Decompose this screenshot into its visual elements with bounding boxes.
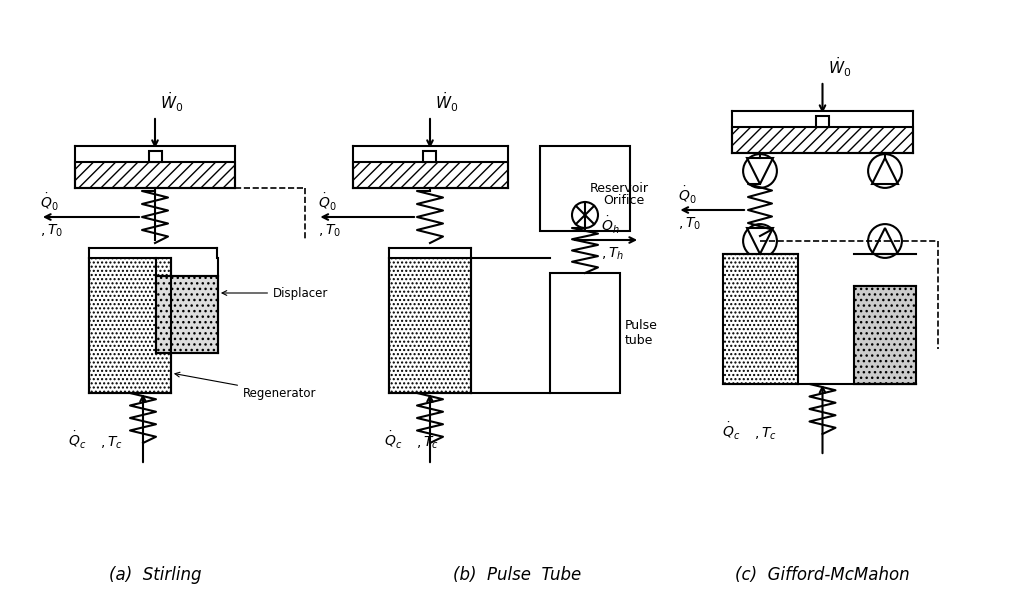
Text: Regenerator: Regenerator (175, 372, 316, 400)
Bar (156, 276, 218, 352)
Text: $, T_c$: $, T_c$ (755, 426, 777, 442)
Bar (353, 162, 508, 188)
Text: (b)  Pulse  Tube: (b) Pulse Tube (454, 566, 581, 584)
Text: $\dot{W}_0$: $\dot{W}_0$ (435, 90, 458, 114)
Bar (722, 254, 797, 384)
Text: $, T_0$: $, T_0$ (40, 222, 63, 239)
Text: (a)  Stirling: (a) Stirling (108, 566, 202, 584)
Bar (149, 151, 161, 162)
Text: $, T_0$: $, T_0$ (317, 222, 340, 239)
Bar (550, 273, 620, 393)
Text: $\dot{Q}_0$: $\dot{Q}_0$ (317, 192, 336, 213)
Text: Orifice: Orifice (603, 194, 644, 207)
Text: (c)  Gifford-McMahon: (c) Gifford-McMahon (735, 566, 910, 584)
Text: $\dot{W}_0$: $\dot{W}_0$ (828, 55, 851, 79)
Text: Pulse
tube: Pulse tube (625, 319, 657, 347)
Text: $, T_h$: $, T_h$ (601, 246, 624, 262)
Text: $\dot{Q}_h$: $\dot{Q}_h$ (601, 215, 620, 236)
Bar (732, 127, 913, 153)
Text: $\dot{Q}_0$: $\dot{Q}_0$ (40, 192, 59, 213)
Text: $\dot{W}_0$: $\dot{W}_0$ (160, 90, 183, 114)
Bar (89, 258, 171, 393)
Text: $, T_c$: $, T_c$ (416, 435, 439, 451)
Bar (816, 116, 829, 127)
Text: $, T_c$: $, T_c$ (100, 435, 123, 451)
Text: $\dot{Q}_c$: $\dot{Q}_c$ (384, 430, 402, 451)
Polygon shape (872, 158, 898, 184)
Text: Reservoir: Reservoir (590, 182, 649, 195)
Bar (854, 286, 916, 384)
Text: $, T_0$: $, T_0$ (678, 216, 701, 232)
Polygon shape (747, 158, 773, 184)
Text: Displacer: Displacer (222, 286, 328, 299)
Text: $\dot{Q}_0$: $\dot{Q}_0$ (678, 185, 696, 206)
Text: $\dot{Q}_c$: $\dot{Q}_c$ (722, 421, 741, 442)
Bar (389, 258, 471, 393)
Text: $\dot{Q}_c$: $\dot{Q}_c$ (68, 430, 86, 451)
Bar (540, 146, 630, 231)
Bar (423, 151, 437, 162)
Polygon shape (872, 228, 898, 254)
Polygon shape (747, 228, 773, 254)
Bar (75, 162, 235, 188)
